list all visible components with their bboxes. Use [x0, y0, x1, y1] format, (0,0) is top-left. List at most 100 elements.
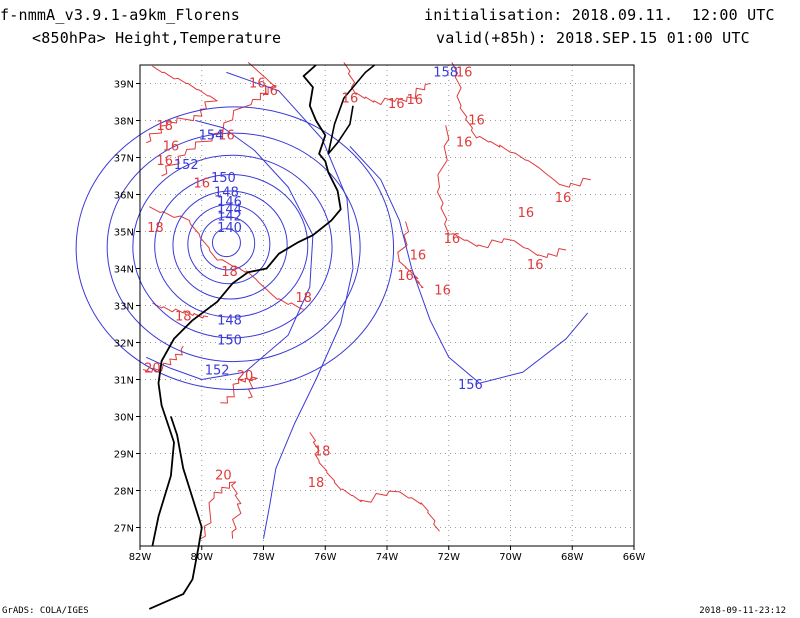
temperature-label: 16: [407, 93, 424, 108]
temperature-label: 16: [163, 139, 180, 154]
florida-coastline: [148, 416, 203, 610]
lat-tick-label: 33N: [114, 302, 134, 313]
software-credit: GrADS: COLA/IGES: [2, 606, 89, 616]
height-contour-ring: [75, 106, 395, 391]
temperature-contours: [142, 62, 591, 541]
height-label: 144: [217, 202, 242, 217]
east-coastline: [151, 64, 342, 547]
temperature-label: 18: [156, 119, 173, 134]
lon-tick-label: 78W: [252, 552, 275, 563]
temperature-label: 16: [249, 77, 266, 92]
temperature-label: 20: [215, 469, 232, 484]
temp-contour-16-west: [161, 62, 277, 177]
temperature-label: 16: [342, 91, 359, 106]
height-label: 148: [217, 313, 242, 328]
temperature-label: 18: [175, 310, 192, 325]
lon-tick-label: 80W: [190, 552, 213, 563]
temperature-label: 16: [388, 97, 405, 112]
valid-time: valid(+85h): 2018.SEP.15 01:00 UTC: [436, 29, 750, 47]
temperature-label: 18: [314, 445, 331, 460]
lat-tick-label: 36N: [114, 191, 134, 202]
temperature-label: 16: [555, 191, 572, 206]
temperature-label: 16: [456, 136, 473, 151]
lat-lon-grid: [140, 65, 634, 546]
temperature-label: 20: [144, 361, 161, 376]
render-timestamp: 2018-09-11-23:12: [699, 606, 786, 616]
lat-tick-label: 34N: [114, 265, 134, 276]
height-contours: [75, 71, 589, 539]
temperature-label: 16: [518, 206, 535, 221]
lat-tick-label: 30N: [114, 413, 134, 424]
height-contour-ring: [200, 216, 256, 271]
temperature-label: 16: [193, 176, 210, 191]
height-label: 150: [211, 171, 236, 186]
temperature-label: 16: [218, 128, 235, 143]
height-contour-ring: [154, 174, 309, 318]
temperature-label: 16: [527, 258, 544, 273]
temperature-label: 16: [468, 114, 485, 129]
lon-tick-label: 74W: [376, 552, 399, 563]
axis-tick-labels: 82W 80W 78W 76W 74W 72W 70W 68W 66W 27N 28N 29N 30N 3…: [114, 80, 646, 564]
temperature-label: 16: [456, 65, 473, 80]
lat-tick-label: 37N: [114, 154, 134, 165]
height-contour-ring: [187, 204, 271, 285]
temperature-label: 16: [261, 84, 278, 99]
height-label: 152: [205, 363, 230, 378]
height-contour-ring: [132, 154, 333, 339]
temp-contour-18-coast: [149, 206, 304, 310]
height-label: 156: [458, 378, 483, 393]
height-label: 142: [217, 210, 242, 225]
height-label: 148: [214, 186, 239, 201]
height-contour-156: [349, 146, 589, 384]
field-title: <850hPa> Height,Temperature: [32, 29, 282, 47]
coastline: [148, 64, 376, 610]
lat-tick-label: 27N: [114, 524, 134, 535]
lat-tick-label: 38N: [114, 117, 134, 128]
height-contour-ring: [172, 190, 288, 300]
temp-contour-16-ne: [343, 62, 431, 106]
lon-tick-label: 66W: [623, 552, 646, 563]
temp-contour-16-south: [397, 221, 424, 289]
temperature-label: 18: [147, 221, 164, 236]
temperature-label: 16: [434, 284, 451, 299]
lat-tick-label: 39N: [114, 80, 134, 91]
model-run-title: f-nmmA_v3.9.1-a9km_Florens: [0, 6, 240, 24]
lon-tick-label: 76W: [314, 552, 337, 563]
lat-tick-label: 29N: [114, 450, 134, 461]
temperature-label: 16: [444, 232, 461, 247]
temp-contour-16-mid: [436, 125, 567, 258]
temp-contour-16-east: [451, 62, 591, 188]
temperature-label: 18: [295, 291, 312, 306]
height-label: 146: [217, 195, 242, 210]
lat-tick-label: 32N: [114, 339, 134, 350]
delmarva-coastline: [327, 64, 376, 155]
temperature-label: 16: [397, 269, 414, 284]
temp-contour-18-sc: [152, 302, 208, 319]
height-contour-154: [226, 71, 354, 539]
lat-tick-label: 28N: [114, 487, 134, 498]
lon-tick-label: 72W: [437, 552, 460, 563]
temperature-label: 16: [410, 249, 427, 264]
lat-tick-label: 31N: [114, 376, 134, 387]
lat-tick-label: 35N: [114, 228, 134, 239]
height-label: 154: [199, 128, 224, 143]
lon-tick-label: 82W: [129, 552, 152, 563]
height-contour-152: [145, 120, 314, 380]
temperature-label: 16: [156, 154, 173, 169]
temp-contour-18-south: [309, 432, 440, 532]
temp-contour-20-fl: [198, 481, 242, 541]
temperature-label: 18: [308, 476, 325, 491]
lon-tick-label: 70W: [499, 552, 522, 563]
temperature-label: 20: [237, 369, 254, 384]
temperature-label: 18: [221, 265, 238, 280]
height-label: 158: [433, 65, 458, 80]
height-contour-ring: [106, 132, 361, 363]
height-label: 140: [217, 221, 242, 236]
height-contour-ring: [211, 228, 241, 258]
height-label: 152: [174, 158, 199, 173]
height-label: 150: [217, 334, 242, 349]
temp-contour-20-ga: [142, 345, 184, 373]
